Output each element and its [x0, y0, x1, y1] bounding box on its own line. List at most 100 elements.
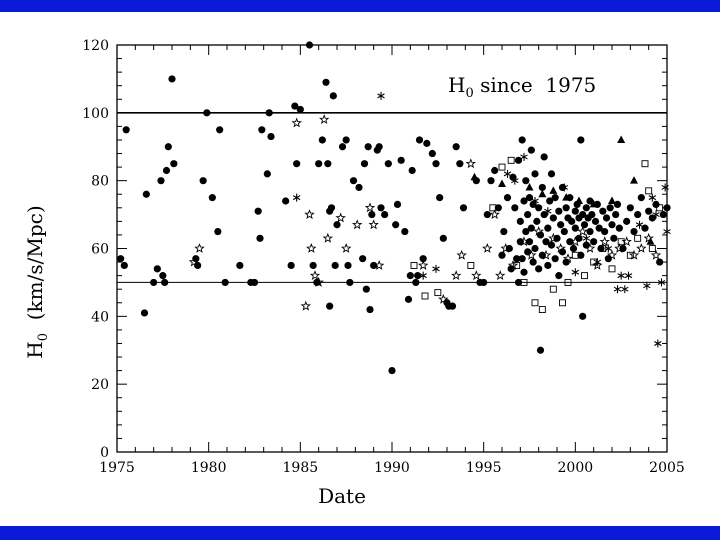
data-point-square — [590, 258, 598, 266]
data-point-circle — [612, 210, 620, 219]
data-point-circle — [408, 166, 416, 175]
data-point-star — [291, 117, 302, 128]
data-point-asterisk — [621, 285, 629, 294]
data-point-circle — [392, 221, 400, 229]
data-point-circle — [412, 278, 420, 287]
data-point-circle — [309, 261, 317, 270]
data-point-circle — [529, 258, 537, 266]
data-point-triangle — [470, 172, 479, 181]
data-point-circle — [381, 210, 389, 219]
y-tick-label: 120 — [82, 38, 109, 54]
data-point-circle — [516, 217, 524, 225]
data-point-circle — [362, 285, 370, 293]
data-point-star — [643, 232, 654, 243]
data-point-triangle — [525, 182, 534, 191]
data-point-triangle — [617, 135, 626, 143]
data-point-circle — [432, 160, 440, 168]
data-point-circle — [656, 258, 664, 266]
data-point-asterisk — [377, 91, 385, 100]
data-point-asterisk — [511, 176, 519, 185]
data-point-circle — [315, 160, 323, 168]
data-point-circle — [591, 217, 600, 225]
data-point-circle — [535, 204, 543, 212]
data-point-star — [606, 249, 618, 260]
data-point-circle — [518, 136, 526, 144]
data-point-circle — [404, 295, 413, 303]
data-point-asterisk — [560, 183, 569, 192]
data-point-triangle — [589, 199, 598, 208]
plot-frame — [116, 44, 668, 453]
data-point-star — [540, 249, 552, 260]
data-point-square — [645, 187, 653, 195]
data-point-circle — [164, 143, 172, 151]
data-point-star — [562, 253, 574, 264]
data-point-circle — [547, 170, 556, 178]
data-point-circle — [194, 261, 202, 270]
data-point-square — [641, 160, 649, 168]
data-point-circle — [634, 210, 642, 219]
data-point-star — [318, 114, 330, 125]
data-point-circle — [586, 227, 594, 236]
data-point-circle — [338, 143, 347, 151]
data-point-square — [648, 245, 656, 252]
axes-frame — [116, 44, 668, 453]
data-point-circle — [533, 217, 541, 225]
data-point-circle — [401, 227, 409, 236]
data-point-circle — [327, 204, 336, 212]
data-point-star — [313, 276, 324, 287]
data-point-circle — [601, 227, 609, 236]
data-point-square — [434, 289, 442, 297]
data-point-star — [507, 260, 519, 270]
data-point-circle — [406, 272, 414, 280]
data-point-circle — [359, 255, 367, 263]
data-point-circle — [608, 221, 616, 229]
data-point-circle — [571, 207, 579, 215]
data-point-circle — [342, 136, 350, 144]
data-point-circle — [514, 278, 523, 287]
data-point-circle — [483, 210, 491, 219]
chart-title: H0 since 1975 — [448, 73, 596, 101]
data-point-star — [489, 209, 500, 220]
data-point-circle — [520, 197, 528, 205]
x-tick-label: 2005 — [649, 460, 685, 476]
data-point-star — [364, 202, 376, 213]
data-point-circle — [397, 156, 405, 164]
data-point-star — [614, 243, 625, 253]
data-point-circle — [250, 278, 259, 287]
data-point-square — [410, 262, 418, 269]
data-point-circle — [588, 210, 596, 219]
data-point-circle — [571, 224, 579, 232]
x-tick-label: 1980 — [191, 460, 227, 476]
data-point-circle — [344, 261, 352, 270]
data-point-circle — [122, 126, 130, 134]
data-point-star — [494, 270, 506, 281]
data-point-circle — [370, 261, 378, 270]
y-tick-label: 80 — [91, 174, 109, 190]
data-point-circle — [423, 139, 431, 147]
x-tick-label: 1975 — [99, 460, 135, 476]
data-point-circle — [547, 241, 556, 249]
data-point-asterisk — [520, 152, 528, 161]
data-point-circle — [142, 190, 150, 198]
data-point-star — [584, 243, 596, 253]
data-point-asterisk — [624, 271, 633, 280]
data-point-circle — [487, 177, 495, 185]
data-point-circle — [208, 194, 216, 202]
data-point-circle — [513, 255, 521, 263]
data-point-circle — [582, 204, 590, 212]
data-point-circle — [615, 224, 623, 232]
data-point-asterisk — [648, 193, 657, 202]
data-point-circle — [480, 278, 488, 287]
data-point-asterisk — [663, 227, 671, 236]
data-point-circle — [393, 200, 402, 209]
data-point-circle — [577, 136, 585, 144]
data-point-circle — [525, 238, 534, 246]
data-point-circle — [518, 255, 526, 263]
data-point-circle — [491, 166, 499, 175]
data-point-circle — [170, 160, 178, 168]
data-point-circle — [153, 265, 161, 273]
data-point-circle — [419, 255, 427, 263]
data-point-circle — [415, 136, 424, 144]
data-point-square — [467, 262, 475, 269]
x-tick-label: 1990 — [374, 460, 410, 476]
